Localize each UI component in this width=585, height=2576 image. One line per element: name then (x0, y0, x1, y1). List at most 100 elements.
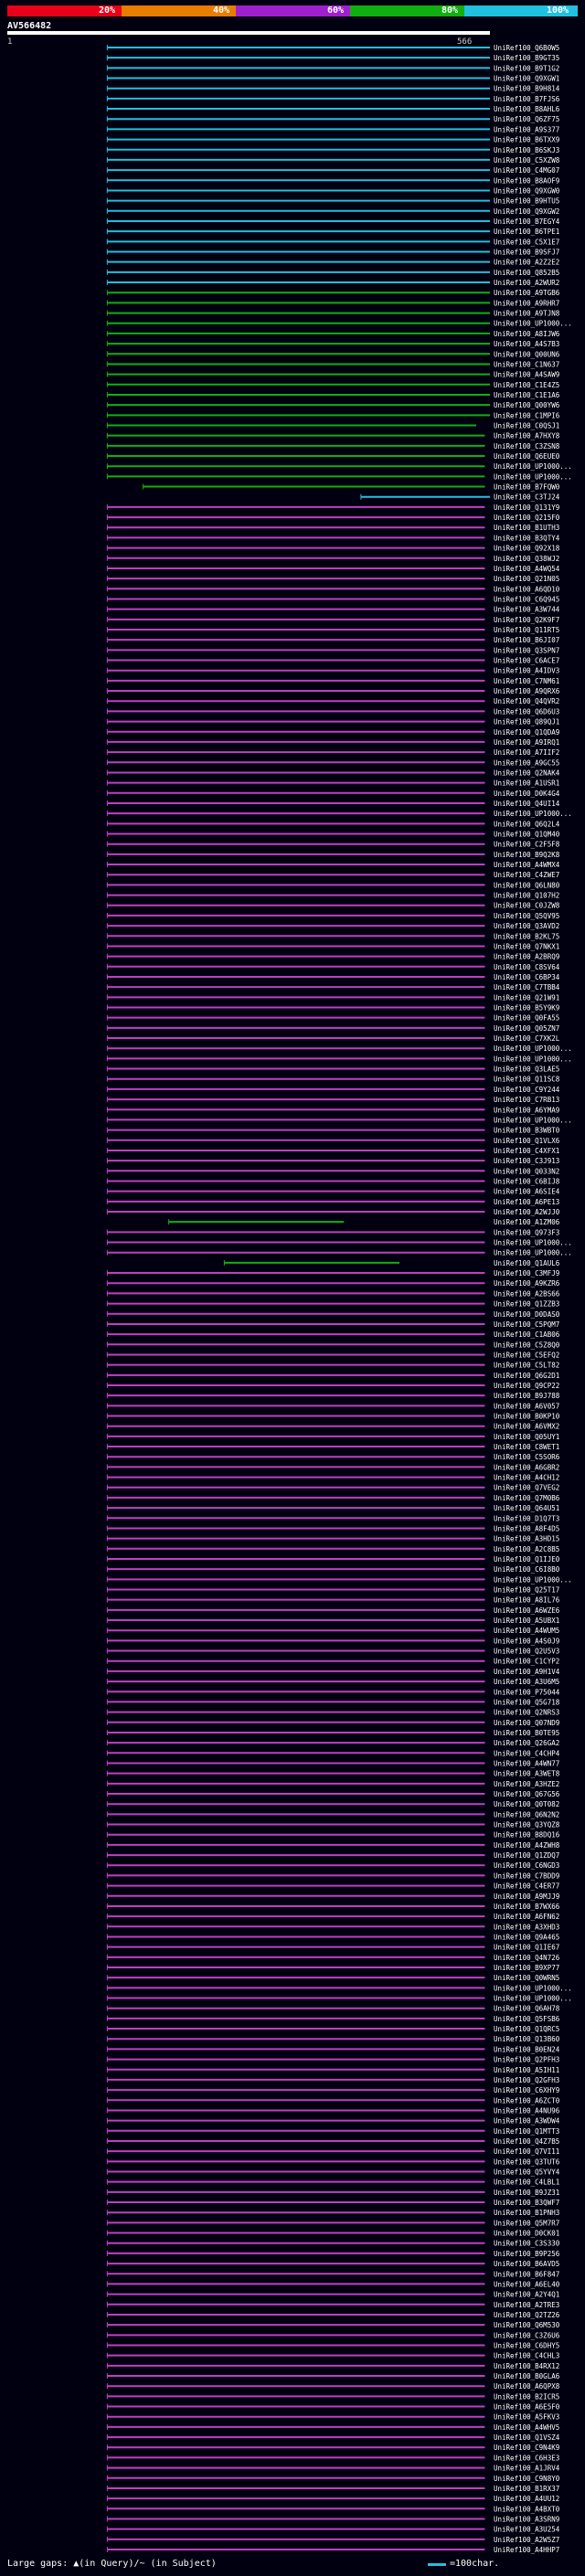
hit-row[interactable]: UniRef100_B7EGY4 (106, 217, 560, 226)
hit-row[interactable]: UniRef100_B8AOF9 (106, 176, 559, 185)
hit-label[interactable]: UniRef100_A2WJJ0 (494, 1208, 560, 1216)
hit-row[interactable]: UniRef100_A8F4D5 (106, 1524, 559, 1532)
hit-label[interactable]: UniRef100_A2Y4Q1 (494, 2291, 559, 2299)
hit-label[interactable]: UniRef100_Q6G2D1 (494, 1372, 559, 1380)
hit-row[interactable]: UniRef100_B9P256 (106, 2250, 560, 2258)
hit-row[interactable]: UniRef100_A5FKV3 (106, 2413, 559, 2422)
hit-row[interactable]: UniRef100_B7FQW0 (143, 483, 560, 492)
hit-row[interactable]: UniRef100_A2C8B5 (106, 1545, 559, 1553)
hit-label[interactable]: UniRef100_A4S0J9 (494, 1637, 559, 1645)
hit-label[interactable]: UniRef100_A3U254 (494, 2526, 560, 2534)
hit-label[interactable]: UniRef100_Q07ND9 (494, 1719, 559, 1727)
hit-label[interactable]: UniRef100_UP1000... (494, 1116, 572, 1124)
hit-label[interactable]: UniRef100_Q0FA55 (494, 1014, 559, 1023)
hit-row[interactable]: UniRef100_Q3LAE5 (106, 1065, 559, 1074)
hit-row[interactable]: UniRef100_Q1AUL6 (223, 1259, 560, 1267)
hit-label[interactable]: UniRef100_A3XHD3 (494, 1923, 559, 1931)
hit-label[interactable]: UniRef100_C6BIJ8 (494, 1177, 560, 1185)
hit-row[interactable]: UniRef100_Q5QV95 (106, 912, 559, 920)
hit-row[interactable]: UniRef100_Q00UN6 (106, 350, 560, 358)
hit-label[interactable]: UniRef100_B6F847 (494, 2270, 559, 2278)
hit-label[interactable]: UniRef100_UP1000... (494, 1984, 572, 1992)
hit-row[interactable]: UniRef100_UP1000... (106, 1995, 572, 2003)
hit-row[interactable]: UniRef100_Q1QRC5 (106, 2025, 559, 2033)
hit-label[interactable]: UniRef100_C3MFJ9 (494, 1269, 559, 1277)
hit-label[interactable]: UniRef100_A6VMX2 (494, 1423, 559, 1431)
hit-row[interactable]: UniRef100_B0EN24 (106, 2045, 560, 2053)
hit-label[interactable]: UniRef100_B9J788 (494, 1392, 560, 1400)
hit-label[interactable]: UniRef100_B7FQW0 (494, 483, 560, 492)
hit-label[interactable]: UniRef100_A6PE13 (494, 1198, 559, 1206)
hit-row[interactable]: UniRef100_C1MPI6 (106, 411, 560, 419)
hit-row[interactable]: UniRef100_Q3SPN7 (106, 646, 559, 654)
hit-row[interactable]: UniRef100_A6E5F0 (106, 2403, 560, 2412)
hit-row[interactable]: UniRef100_Q00YW6 (106, 401, 560, 409)
hit-row[interactable]: UniRef100_A8IL76 (106, 1596, 560, 1605)
hit-label[interactable]: UniRef100_Q033N2 (494, 1167, 559, 1175)
hit-row[interactable]: UniRef100_A4WN77 (106, 1759, 559, 1767)
hit-label[interactable]: UniRef100_C0JZW8 (494, 902, 560, 910)
hit-label[interactable]: UniRef100_Q215F0 (494, 514, 560, 522)
hit-label[interactable]: UniRef100_C5Z8Q0 (494, 1341, 560, 1349)
hit-row[interactable]: UniRef100_A3SRN9 (106, 2515, 559, 2523)
hit-label[interactable]: UniRef100_Q6Q2L4 (494, 820, 560, 828)
hit-label[interactable]: UniRef100_Q9XGW1 (494, 75, 559, 83)
hit-row[interactable]: UniRef100_A4NU96 (106, 2106, 560, 2115)
hit-label[interactable]: UniRef100_B9XP77 (494, 1964, 559, 1972)
hit-label[interactable]: UniRef100_Q6EUE0 (494, 452, 560, 461)
hit-label[interactable]: UniRef100_Q1ZZB3 (494, 1300, 559, 1309)
hit-row[interactable]: UniRef100_B1UTH3 (106, 524, 559, 532)
hit-row[interactable]: UniRef100_Q64U51 (106, 1504, 559, 1512)
hit-label[interactable]: UniRef100_Q1QRC5 (494, 2025, 559, 2033)
hit-row[interactable]: UniRef100_B9GT35 (106, 54, 559, 62)
hit-label[interactable]: UniRef100_C7BDD9 (494, 1871, 559, 1880)
hit-label[interactable]: UniRef100_C4ER77 (494, 1882, 559, 1891)
hit-label[interactable]: UniRef100_D1Q7T3 (494, 1514, 559, 1522)
hit-row[interactable]: UniRef100_B6AVD5 (106, 2260, 559, 2268)
hit-row[interactable]: UniRef100_B7WX66 (106, 1903, 560, 1911)
hit-row[interactable]: UniRef100_Q05ZN7 (106, 1024, 559, 1033)
hit-row[interactable]: UniRef100_B6JI07 (106, 636, 559, 644)
hit-row[interactable]: UniRef100_B9HTU5 (106, 197, 559, 206)
hit-row[interactable]: UniRef100_A2TRE3 (106, 2301, 559, 2309)
hit-label[interactable]: UniRef100_Q6AH78 (494, 2005, 560, 2013)
hit-row[interactable]: UniRef100_A4UU12 (106, 2495, 559, 2503)
hit-row[interactable]: UniRef100_UP1000... (106, 810, 572, 818)
hit-row[interactable]: UniRef100_Q0T082 (106, 1800, 559, 1808)
hit-label[interactable]: UniRef100_A4CH12 (494, 1474, 559, 1482)
hit-label[interactable]: UniRef100_C9Y244 (494, 1086, 560, 1094)
hit-label[interactable]: UniRef100_C4CHP4 (494, 1749, 560, 1757)
hit-label[interactable]: UniRef100_A8IJW6 (494, 330, 560, 338)
hit-label[interactable]: UniRef100_B3QWF7 (494, 2199, 559, 2207)
hit-row[interactable]: UniRef100_Q25T17 (106, 1586, 559, 1595)
hit-row[interactable]: UniRef100_Q2NAK4 (106, 769, 560, 777)
hit-label[interactable]: UniRef100_B8AOF9 (494, 176, 559, 185)
hit-label[interactable]: UniRef100_A9TJN8 (494, 310, 560, 318)
hit-label[interactable]: UniRef100_Q38WJ2 (494, 555, 559, 563)
hit-label[interactable]: UniRef100_A3U6M5 (494, 1678, 559, 1686)
hit-row[interactable]: UniRef100_UP1000... (106, 1249, 572, 1257)
hit-row[interactable]: UniRef100_C6DHY5 (106, 2341, 559, 2349)
hit-label[interactable]: UniRef100_C1N637 (494, 360, 559, 368)
hit-row[interactable]: UniRef100_A6QPX8 (106, 2382, 560, 2390)
hit-row[interactable]: UniRef100_A6GBR2 (106, 1463, 559, 1471)
hit-label[interactable]: UniRef100_Q67G56 (494, 1790, 560, 1798)
hit-label[interactable]: UniRef100_C3TJ24 (494, 493, 560, 502)
hit-label[interactable]: UniRef100_A4ZWH8 (494, 1841, 560, 1850)
hit-row[interactable]: UniRef100_C5EFQ2 (106, 1351, 559, 1359)
hit-row[interactable]: UniRef100_A6PE13 (106, 1198, 559, 1206)
hit-row[interactable]: UniRef100_C1N637 (106, 360, 559, 368)
hit-row[interactable]: UniRef100_A4S7B3 (106, 340, 559, 348)
hit-label[interactable]: UniRef100_Q7NKX1 (494, 942, 559, 950)
hit-row[interactable]: UniRef100_Q2PFH3 (106, 2056, 559, 2064)
hit-row[interactable]: UniRef100_Q4UI14 (106, 800, 560, 808)
hit-label[interactable]: UniRef100_UP1000... (494, 320, 572, 328)
hit-label[interactable]: UniRef100_D0K4G4 (494, 790, 560, 798)
hit-row[interactable]: UniRef100_C7RB13 (106, 1096, 559, 1104)
hit-label[interactable]: UniRef100_A4WMX4 (494, 861, 560, 869)
hit-label[interactable]: UniRef100_B6TPE1 (494, 228, 559, 236)
hit-row[interactable]: UniRef100_Q1MTT3 (106, 2127, 559, 2136)
hit-row[interactable]: UniRef100_C6I8B0 (106, 1565, 560, 1574)
hit-label[interactable]: UniRef100_C6DHY5 (494, 2341, 559, 2349)
hit-row[interactable]: UniRef100_A2WJJ0 (106, 1208, 560, 1216)
